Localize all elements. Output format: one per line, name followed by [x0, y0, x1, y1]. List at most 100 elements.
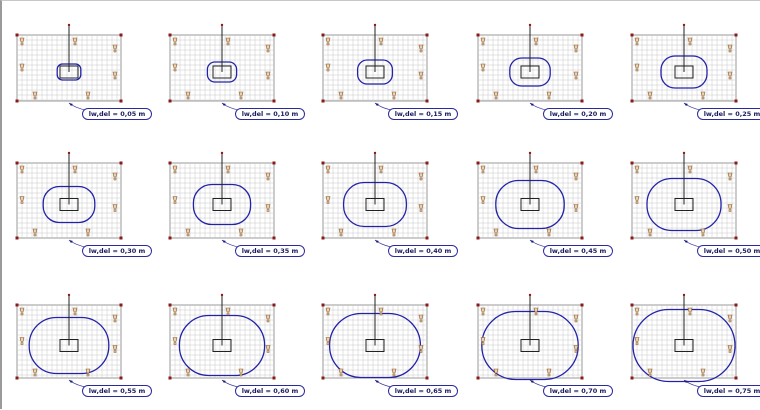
punching-panel: lw,del = 0,10 m [167, 22, 317, 132]
corner-node [630, 161, 634, 165]
support-symbol [480, 63, 486, 72]
column-top-node [220, 151, 224, 155]
corner-node [734, 33, 738, 37]
support-symbol [687, 165, 693, 174]
corner-node [734, 236, 738, 240]
corner-node [476, 99, 480, 103]
support-symbol [480, 196, 486, 204]
perimeter-distance-label: lw,del = 0,25 m [697, 108, 760, 120]
column-section [365, 65, 385, 79]
punching-panel: lw,del = 0,05 m [14, 22, 164, 132]
support-symbol [185, 91, 191, 100]
perimeter-distance-label: lw,del = 0,10 m [235, 108, 305, 120]
support-symbol [172, 165, 178, 174]
leader-arrow-icon [684, 240, 688, 243]
support-symbol [634, 63, 640, 72]
corner-node [630, 236, 634, 240]
support-symbol [378, 165, 384, 174]
support-symbol [480, 37, 486, 46]
corner-node [272, 376, 276, 380]
support-symbol [480, 165, 486, 174]
support-symbol [32, 91, 38, 100]
column-section [59, 198, 79, 211]
column-section [59, 65, 79, 79]
support-symbol [172, 196, 178, 204]
column-section [674, 339, 694, 352]
perimeter-distance-label: lw,del = 0,75 m [697, 385, 760, 397]
corner-node [630, 303, 634, 307]
punching-panel: lw,del = 0,15 m [320, 22, 470, 132]
support-symbol [533, 37, 539, 46]
corner-node [168, 303, 172, 307]
column-top-node [682, 293, 686, 297]
perimeter-distance-label: lw,del = 0,45 m [543, 245, 613, 257]
support-symbol [172, 337, 178, 345]
support-symbol [634, 196, 640, 204]
support-symbol [727, 172, 733, 181]
support-symbol [418, 172, 424, 181]
column-top-node [528, 293, 532, 297]
leader-arrow-icon [375, 380, 379, 383]
leader-arrow-icon [530, 103, 534, 106]
column-top-node [67, 293, 71, 297]
support-symbol [112, 71, 118, 80]
corner-node [119, 303, 123, 307]
punching-panel: lw,del = 0,40 m [320, 150, 470, 260]
punching-panel: lw,del = 0,25 m [629, 22, 760, 132]
corner-node [119, 236, 123, 240]
support-symbol [533, 307, 539, 316]
support-symbol [172, 307, 178, 316]
punching-panel: lw,del = 0,45 m [475, 150, 625, 260]
perimeter-distance-label: lw,del = 0,15 m [388, 108, 458, 120]
corner-node [580, 99, 584, 103]
punching-panel: lw,del = 0,60 m [167, 292, 317, 402]
support-symbol [391, 228, 397, 237]
punching-panel: lw,del = 0,70 m [475, 292, 625, 402]
leader-arrow-icon [375, 103, 379, 106]
punching-panel: lw,del = 0,75 m [629, 292, 760, 402]
punching-panel: lw,del = 0,30 m [14, 150, 164, 260]
leader-arrow-icon [375, 240, 379, 243]
support-symbol [418, 71, 424, 80]
column-section [520, 65, 540, 79]
support-symbol [325, 165, 331, 174]
corner-node [580, 33, 584, 37]
support-symbol [265, 314, 271, 323]
support-symbol [727, 204, 733, 212]
corner-node [425, 236, 429, 240]
corner-node [119, 33, 123, 37]
support-symbol [172, 63, 178, 72]
support-symbol [493, 228, 499, 237]
corner-node [15, 303, 19, 307]
support-symbol [634, 165, 640, 174]
support-symbol [19, 307, 25, 316]
corner-node [321, 99, 325, 103]
support-symbol [338, 368, 344, 377]
column-section [674, 65, 694, 79]
support-symbol [700, 368, 706, 377]
leader-arrow-icon [69, 380, 73, 383]
support-symbol [480, 337, 486, 345]
support-symbol [19, 37, 25, 46]
perimeter-distance-label: lw,del = 0,30 m [82, 245, 152, 257]
leader-arrow-icon [69, 240, 73, 243]
corner-node [168, 161, 172, 165]
support-symbol [185, 228, 191, 237]
support-symbol [225, 307, 231, 316]
corner-node [734, 161, 738, 165]
support-symbol [378, 307, 384, 316]
support-symbol [265, 204, 271, 212]
corner-node [476, 376, 480, 380]
corner-node [119, 161, 123, 165]
perimeter-distance-label: lw,del = 0,05 m [82, 108, 152, 120]
support-symbol [391, 368, 397, 377]
corner-node [580, 161, 584, 165]
corner-node [476, 236, 480, 240]
corner-node [272, 161, 276, 165]
support-symbol [172, 37, 178, 46]
support-symbol [573, 172, 579, 181]
support-symbol [238, 91, 244, 100]
support-symbol [338, 228, 344, 237]
support-symbol [546, 368, 552, 377]
support-symbol [480, 307, 486, 316]
